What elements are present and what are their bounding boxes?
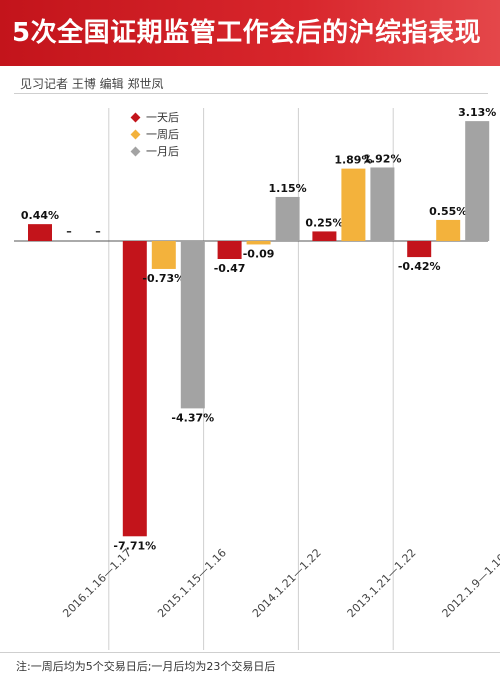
data-label: 1.89%	[334, 154, 372, 167]
data-label: -0.73%	[142, 272, 185, 285]
legend-label: 一天后	[146, 111, 179, 124]
bar-day	[122, 241, 147, 537]
bar-week	[151, 241, 176, 269]
data-label: 0.55%	[429, 205, 467, 218]
category-label: 2016.1.16—1.17	[60, 546, 134, 620]
bar-day	[28, 224, 52, 241]
bar-day	[407, 241, 432, 258]
bar-week	[436, 219, 461, 241]
bar-month	[275, 196, 300, 241]
legend-label: 一周后	[146, 128, 179, 141]
footnote-bar: 注:一周后均为5个交易日后;一月后均为23个交易日后	[0, 652, 500, 679]
data-label: -0.42%	[398, 260, 441, 273]
data-label: -4.37%	[171, 411, 214, 424]
data-label: -7.71%	[113, 539, 156, 552]
bar-month	[180, 241, 205, 409]
category-label: 2014.1.21—1.22	[250, 546, 324, 620]
bar-day	[312, 231, 337, 241]
legend-swatch	[130, 112, 141, 123]
byline: 见习记者 王博 编辑 郑世凤	[20, 77, 164, 91]
bar-week	[341, 168, 366, 241]
bar-chart: 0.44%– –2016.1.16—1.17-7.71%-0.73%-4.37%2…	[14, 106, 500, 650]
legend-label: 一月后	[146, 145, 179, 158]
data-label: 0.25%	[305, 216, 343, 229]
legend-swatch	[130, 129, 141, 140]
bar-week	[246, 241, 271, 245]
data-label: 1.15%	[269, 182, 307, 195]
category-label: 2013.1.21—1.22	[345, 546, 419, 620]
data-label: 0.44%	[21, 209, 59, 222]
category-label: 2015.1.15—1.16	[155, 546, 229, 620]
data-label: –	[66, 225, 72, 238]
title-banner: 5次全国证期监管工作会后的沪综指表现	[0, 0, 500, 66]
chart-title: 5次全国证期监管工作会后的沪综指表现	[12, 18, 482, 48]
data-label: –	[95, 225, 101, 238]
category-label: 2012.1.9—1.10	[440, 551, 500, 620]
bar-month	[370, 167, 395, 241]
bar-day	[217, 241, 242, 260]
data-label: 3.13%	[458, 106, 496, 119]
data-label: -0.09	[243, 247, 275, 260]
data-label: -0.47	[214, 262, 246, 275]
bar-month	[465, 121, 490, 241]
footnote-text: 注:一周后均为5个交易日后;一月后均为23个交易日后	[16, 660, 276, 673]
data-label: 1.92%	[363, 152, 401, 165]
byline-divider	[14, 93, 488, 94]
legend-swatch	[130, 146, 141, 157]
